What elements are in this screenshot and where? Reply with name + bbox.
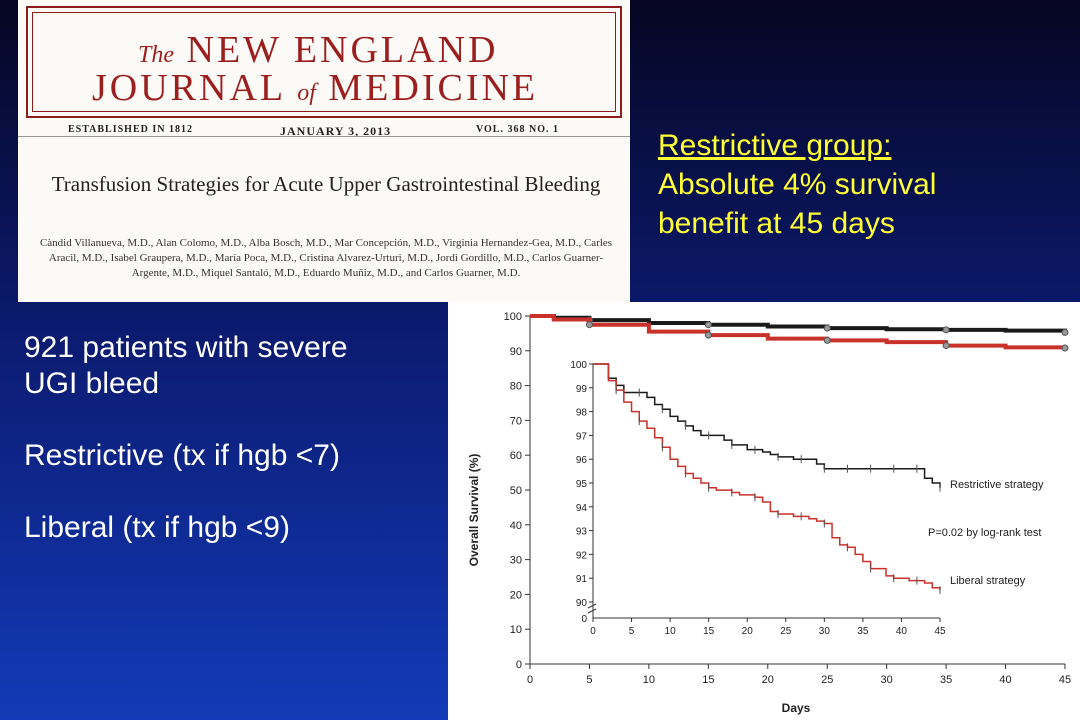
x-axis-label: Days — [782, 701, 811, 715]
axis-break — [587, 603, 597, 614]
inset-y-tick-label: 94 — [576, 503, 588, 514]
survival-figure: Overall Survival (%) Days Restrictive st… — [448, 302, 1080, 720]
restrictive-inset-line — [593, 363, 941, 488]
y-tick-label: 100 — [504, 311, 522, 323]
y-tick-label: 0 — [516, 659, 522, 671]
y-tick-label: 80 — [510, 381, 522, 393]
x-tick-label: 10 — [643, 674, 655, 686]
article-authors: Càndid Villanueva, M.D., Alan Colomo, M.… — [39, 237, 613, 279]
censor-mark — [704, 321, 712, 329]
inset-y-tick-label: 93 — [576, 527, 588, 538]
survival-chart: Overall Survival (%) Days Restrictive st… — [448, 302, 1080, 720]
divider — [18, 136, 630, 137]
inset-x-tick-label: 35 — [857, 626, 869, 637]
inset-x-tick-label: 10 — [665, 626, 677, 637]
inset-x-tick-label: 45 — [934, 626, 946, 637]
inset-x-tick-label: 20 — [742, 626, 754, 637]
inset-y-tick-label: 99 — [576, 384, 588, 395]
article-title: Transfusion Strategies for Acute Upper G… — [51, 172, 601, 196]
censor-mark — [585, 321, 593, 329]
inset-y-tick-label: 92 — [576, 550, 588, 561]
nejm-article-header: The NEW ENGLAND JOURNAL of MEDICINE ESTA… — [18, 0, 630, 302]
inset-y-tick-label: 96 — [576, 455, 588, 466]
y-tick-label: 30 — [510, 555, 522, 567]
inset-y-tick-label: 95 — [576, 479, 588, 490]
summary-line: Absolute 4% survival — [658, 168, 937, 201]
restrictive-legend-label: Restrictive strategy — [950, 479, 1044, 491]
y-tick-label: 60 — [510, 450, 522, 462]
x-tick-label: 45 — [1059, 674, 1071, 686]
y-tick-label: 20 — [510, 589, 522, 601]
inset-x-tick-label: 25 — [780, 626, 792, 637]
inset-y-tick-label: 100 — [570, 360, 587, 371]
y-tick-label: 10 — [510, 624, 522, 636]
inset-x-tick-label: 40 — [896, 626, 908, 637]
liberal-inset-line — [593, 363, 941, 591]
restrictive-arm: Restrictive (tx if hgb <7) — [24, 439, 340, 472]
patients-line: UGI bleed — [24, 367, 160, 400]
censor-mark — [823, 336, 831, 344]
y-tick-label: 40 — [510, 520, 522, 532]
inset-y-tick-label: 0 — [581, 614, 587, 625]
liberal-arm: Liberal (tx if hgb <9) — [24, 511, 290, 544]
x-tick-label: 5 — [586, 674, 592, 686]
x-tick-label: 30 — [881, 674, 893, 686]
censor-mark — [823, 324, 831, 332]
censor-mark — [704, 331, 712, 339]
patients-line: 921 patients with severe — [24, 331, 348, 364]
x-tick-label: 40 — [999, 674, 1011, 686]
x-tick-label: 25 — [821, 674, 833, 686]
inset-y-tick-label: 91 — [576, 574, 588, 585]
masthead-line2: JOURNAL of MEDICINE — [92, 67, 539, 109]
pvalue-label: P=0.02 by log-rank test — [928, 527, 1041, 539]
summary-title: Restrictive group: — [658, 129, 892, 162]
x-tick-label: 15 — [702, 674, 714, 686]
censor-mark — [1061, 328, 1069, 336]
x-tick-label: 35 — [940, 674, 952, 686]
issue-date: JANUARY 3, 2013 — [280, 124, 392, 138]
x-tick-label: 0 — [527, 674, 533, 686]
censor-mark — [1061, 344, 1069, 352]
y-tick-label: 50 — [510, 485, 522, 497]
y-tick-label: 90 — [510, 346, 522, 358]
censor-mark — [942, 326, 950, 334]
masthead-line1: The NEW ENGLAND — [138, 29, 499, 71]
y-axis-label: Overall Survival (%) — [467, 454, 481, 567]
nejm-masthead: The NEW ENGLAND JOURNAL of MEDICINE — [26, 6, 622, 118]
established-label: ESTABLISHED IN 1812 — [68, 124, 193, 135]
summary-callout: Restrictive group: Absolute 4% survival … — [658, 126, 1058, 243]
inset-x-tick-label: 15 — [703, 626, 715, 637]
x-tick-label: 20 — [762, 674, 774, 686]
inset-x-tick-label: 30 — [819, 626, 831, 637]
censor-mark — [942, 342, 950, 350]
liberal-legend-label: Liberal strategy — [950, 575, 1026, 587]
study-details: 921 patients with severe UGI bleed Restr… — [24, 330, 434, 546]
chart-background — [448, 302, 1080, 720]
y-tick-label: 70 — [510, 415, 522, 427]
volume-label: VOL. 368 NO. 1 — [476, 124, 559, 135]
summary-line: benefit at 45 days — [658, 207, 895, 240]
inset-x-tick-label: 0 — [590, 626, 596, 637]
inset-y-tick-label: 98 — [576, 408, 588, 419]
inset-x-tick-label: 5 — [629, 626, 635, 637]
inset-y-tick-label: 90 — [576, 598, 588, 609]
inset-y-tick-label: 97 — [576, 431, 588, 442]
